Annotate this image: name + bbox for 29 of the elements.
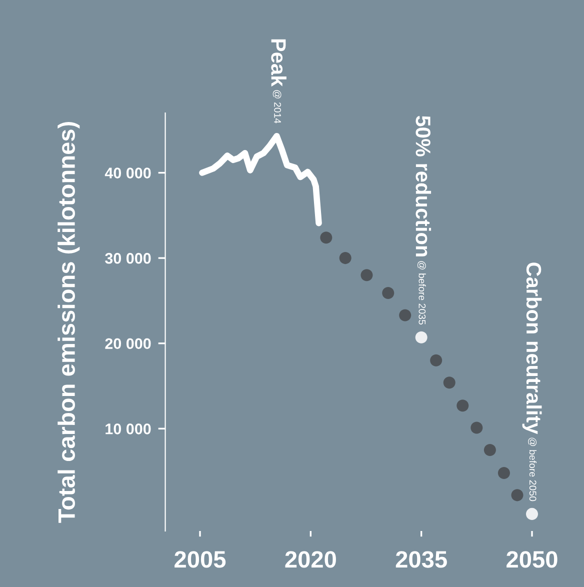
x-tick-label: 2050 xyxy=(506,551,558,568)
x-tick-label: 2005 xyxy=(174,551,226,568)
point xyxy=(443,376,456,389)
point xyxy=(399,309,412,322)
y-tick-label: 10 000 xyxy=(106,424,151,434)
y-tick-label: 20 000 xyxy=(105,338,151,350)
point xyxy=(498,466,510,480)
annotation: @ 2014 xyxy=(272,90,282,124)
y-tick-label: 30 000 xyxy=(105,252,151,264)
x-tick-label: 2035 xyxy=(396,551,447,568)
y-axis-title: Total carbon emissions (kilotonnes) xyxy=(58,122,80,523)
point xyxy=(320,232,332,244)
point xyxy=(382,287,394,300)
annotation: Carbon neutrality xyxy=(522,262,542,434)
point xyxy=(470,422,483,434)
text: Peak xyxy=(271,39,286,87)
point xyxy=(456,400,469,412)
annotation: 50% reduction xyxy=(416,116,432,256)
point xyxy=(415,331,428,344)
point xyxy=(360,269,373,282)
annotation: @ before 2050 xyxy=(528,438,537,502)
annotation: @ before 2035 xyxy=(417,261,426,324)
y-tick-label: 40 000 xyxy=(104,168,151,178)
point xyxy=(511,489,524,502)
point xyxy=(526,508,538,520)
point xyxy=(484,444,496,456)
point xyxy=(430,354,442,366)
point xyxy=(339,252,352,264)
x-tick-label: 2020 xyxy=(285,551,336,568)
